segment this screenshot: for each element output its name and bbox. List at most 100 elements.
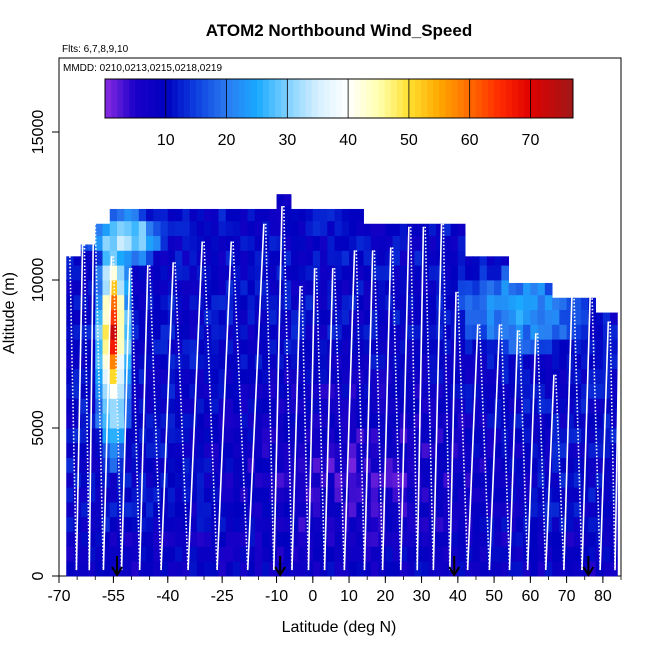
heatmap-cell (479, 413, 488, 429)
heatmap-cell (269, 339, 277, 355)
heatmap-cell (269, 294, 277, 310)
heatmap-cell (175, 309, 183, 325)
heatmap-cell (508, 324, 517, 340)
colorbar-swatch (275, 79, 282, 118)
heatmap-cell (247, 502, 256, 518)
heatmap-cell (428, 428, 437, 444)
heatmap-cell (211, 457, 219, 473)
heatmap-cell (523, 487, 531, 503)
heatmap-cell (160, 561, 169, 577)
heatmap-cell (610, 502, 618, 518)
heatmap-cell (276, 309, 285, 325)
heatmap-cell (240, 309, 248, 325)
colorbar-swatch (348, 79, 355, 118)
heatmap-cell (320, 280, 328, 296)
heatmap-cell (283, 235, 292, 251)
heatmap-cell (450, 531, 459, 547)
heatmap-cell (211, 561, 219, 577)
heatmap-cell (175, 516, 183, 532)
heatmap-cell (356, 339, 364, 355)
heatmap-cell (530, 428, 538, 444)
heatmap-cell (218, 309, 227, 325)
heatmap-cell (66, 531, 74, 547)
flight-ascent-leg (599, 321, 610, 571)
colorbar-swatch (208, 79, 215, 118)
heatmap-cell (443, 457, 451, 473)
heatmap-cell (494, 487, 502, 503)
heatmap-cell (581, 324, 589, 340)
heatmap-cell (262, 309, 270, 325)
heatmap-cell (399, 487, 408, 503)
heatmap-cell (262, 324, 270, 340)
heatmap-cell (233, 339, 241, 355)
heatmap-cell (211, 428, 219, 444)
heatmap-cell (262, 457, 270, 473)
heatmap-cell (501, 561, 509, 577)
heatmap-cell (443, 235, 451, 251)
heatmap-cell (117, 428, 125, 444)
heatmap-cell (486, 428, 495, 444)
heatmap-cell (240, 516, 248, 532)
heatmap-cell (392, 457, 401, 473)
heatmap-cell (247, 250, 256, 266)
heatmap-cell (421, 531, 430, 547)
heatmap-cell (494, 256, 502, 266)
heatmap-cell (291, 398, 299, 414)
heatmap-cell (233, 354, 241, 370)
colorbar-swatch (135, 79, 142, 118)
flight-descent-leg (424, 226, 435, 571)
heatmap-cell (523, 428, 531, 444)
heatmap-cell (581, 354, 589, 370)
heatmap-cell (124, 280, 132, 296)
heatmap-cell (276, 413, 285, 429)
heatmap-cell (102, 223, 111, 236)
heatmap-cell (182, 413, 190, 429)
heatmap-cell (552, 309, 560, 325)
heatmap-cell (566, 457, 575, 473)
heatmap-cell (378, 235, 386, 251)
heatmap-cell (182, 354, 190, 370)
heatmap-cell (320, 428, 328, 444)
heatmap-cell (537, 561, 546, 577)
heatmap-cell (182, 428, 190, 444)
colorbar-swatch (560, 79, 568, 118)
heatmap-cell (508, 428, 517, 444)
heatmap-cell (276, 487, 285, 503)
heatmap-cell (102, 265, 111, 281)
heatmap-cell (588, 531, 597, 547)
heatmap-cell (175, 280, 183, 296)
heatmap-cell (421, 265, 430, 281)
heatmap-cell (421, 457, 430, 473)
heatmap-cell (436, 516, 444, 532)
heatmap-cell (204, 398, 212, 414)
heatmap-cell (566, 531, 575, 547)
colorbar-tick-label: 70 (522, 132, 540, 149)
heatmap-cell (544, 428, 553, 444)
heatmap-cell (80, 383, 89, 399)
heatmap-cell (523, 398, 531, 414)
heatmap-cell (370, 413, 379, 429)
heatmap-cell (472, 531, 480, 547)
heatmap-cell (138, 220, 147, 236)
colorbar-swatch (141, 79, 148, 118)
heatmap-cell (494, 413, 502, 429)
heatmap-cell (66, 265, 74, 281)
heatmap-cell (443, 265, 451, 281)
heatmap-cell (537, 502, 546, 518)
heatmap-cell (341, 339, 350, 355)
heatmap-cell (602, 487, 611, 503)
heatmap-cell (109, 428, 118, 444)
heatmap-cell (588, 487, 597, 503)
heatmap-cell (399, 398, 408, 414)
heatmap-cell (537, 546, 546, 562)
heatmap-cell (175, 250, 183, 266)
heatmap-cell (349, 354, 357, 370)
heatmap-cell (131, 516, 140, 532)
heatmap-cell (117, 413, 125, 429)
heatmap-cell (109, 250, 118, 266)
heatmap-cell (175, 502, 183, 518)
heatmap-cell (160, 413, 169, 429)
heatmap-cell (175, 531, 183, 547)
heatmap-cell (370, 368, 379, 384)
heatmap-cell (378, 383, 386, 399)
